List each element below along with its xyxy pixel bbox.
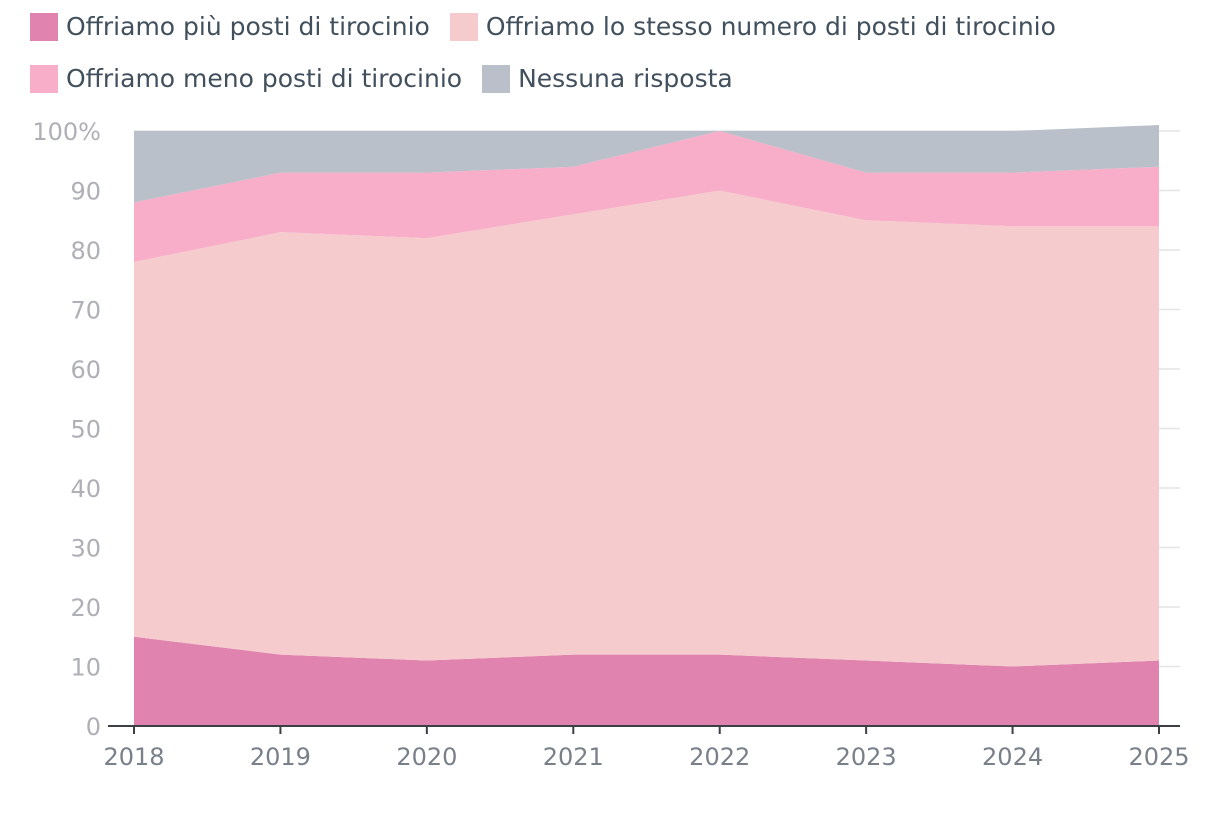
- legend-item-no-answer: Nessuna risposta: [482, 64, 733, 94]
- area-series-3: [134, 131, 1159, 262]
- x-tick-label-2024: 2024: [982, 743, 1043, 771]
- legend-item-more-positions: Offriamo più posti di tirocinio: [30, 12, 430, 42]
- legend-label-more-positions: Offriamo più posti di tirocinio: [66, 12, 430, 41]
- y-tick-label-20: 20: [70, 594, 101, 622]
- y-tick-label-50: 50: [70, 416, 101, 444]
- y-tick-label-40: 40: [70, 475, 101, 503]
- legend-label-same-positions: Offriamo lo stesso numero di posti di ti…: [485, 12, 1056, 41]
- area-series-4: [134, 125, 1159, 203]
- x-tick-label-2018: 2018: [103, 743, 164, 771]
- legend-swatch-fewer-positions: [30, 65, 58, 93]
- chart-legend: Offriamo più posti di tirocinio Offriamo…: [30, 12, 1210, 94]
- x-tick-label-2020: 2020: [396, 743, 457, 771]
- legend-item-fewer-positions: Offriamo meno posti di tirocinio: [30, 64, 462, 94]
- legend-item-same-positions: Offriamo lo stesso numero di posti di ti…: [449, 12, 1056, 42]
- legend-swatch-same-positions: [449, 13, 478, 41]
- x-tick-label-2019: 2019: [250, 743, 311, 771]
- legend-label-no-answer: Nessuna risposta: [518, 64, 733, 93]
- axes: 0 10 20 30 40 50 60 70 80 90 100% 2018 2019 2020 2021 2…: [32, 118, 1189, 771]
- y-tick-label-90: 90: [70, 178, 101, 206]
- y-tick-label-0: 0: [86, 713, 101, 741]
- x-tick-label-2021: 2021: [543, 743, 604, 771]
- y-tick-label-80: 80: [70, 237, 101, 265]
- area-series-1: [134, 636, 1159, 726]
- y-tick-label-60: 60: [70, 356, 101, 384]
- y-tick-label-30: 30: [70, 535, 101, 563]
- y-tick-label-70: 70: [70, 297, 101, 325]
- legend-swatch-no-answer: [482, 65, 511, 93]
- x-tick-label-2023: 2023: [836, 743, 897, 771]
- y-tick-label-100: 100%: [32, 118, 101, 146]
- legend-swatch-more-positions: [30, 13, 58, 41]
- area-series-2: [134, 190, 1159, 667]
- legend-label-fewer-positions: Offriamo meno posti di tirocinio: [66, 64, 463, 93]
- y-tick-label-10: 10: [70, 654, 101, 682]
- area-series: [134, 125, 1159, 726]
- x-tick-label-2022: 2022: [689, 743, 750, 771]
- x-tick-label-2025: 2025: [1128, 743, 1189, 771]
